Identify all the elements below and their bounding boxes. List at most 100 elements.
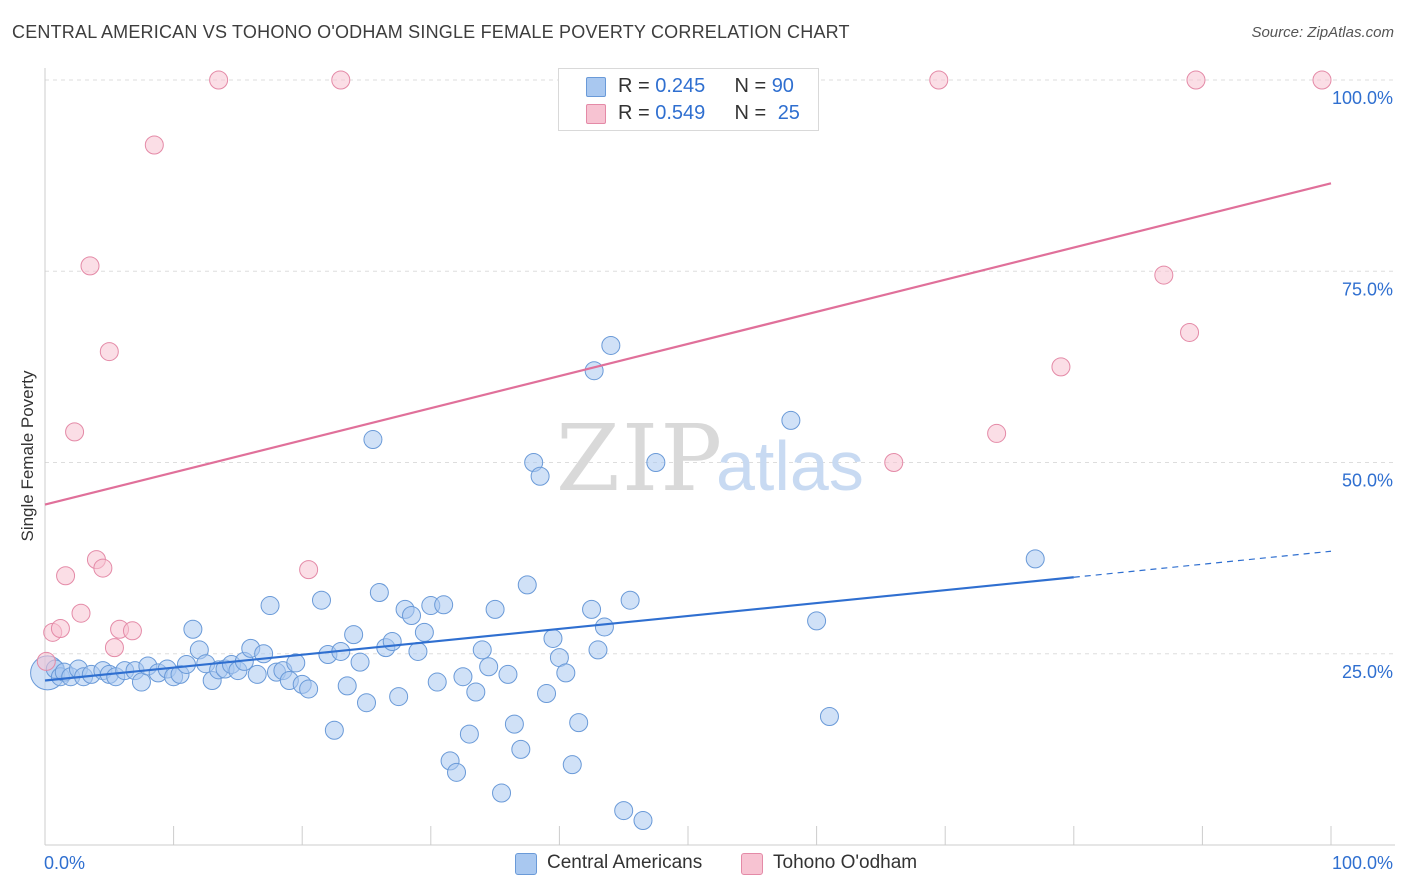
data-point xyxy=(498,664,518,684)
watermark-atlas: atlas xyxy=(716,427,864,505)
chart-title: CENTRAL AMERICAN VS TOHONO O'ODHAM SINGL… xyxy=(12,22,850,42)
data-point xyxy=(93,558,113,578)
data-point xyxy=(209,70,229,90)
data-point xyxy=(299,560,319,580)
x-tick-label: 100.0% xyxy=(1332,853,1393,873)
source-credit: Source: ZipAtlas.com xyxy=(1251,24,1394,41)
data-point xyxy=(588,640,608,660)
data-point xyxy=(369,583,389,603)
data-point xyxy=(324,720,344,740)
data-point xyxy=(1180,322,1200,342)
data-point xyxy=(331,70,351,90)
data-point xyxy=(504,714,524,734)
legend-n-value: 25 xyxy=(777,102,800,124)
series-central-americans xyxy=(30,335,1045,831)
series-tohono-oodham xyxy=(36,70,1332,671)
data-point xyxy=(50,619,70,639)
data-point xyxy=(517,575,537,595)
trend-line-central-americans-extension xyxy=(1073,550,1332,578)
data-point xyxy=(485,599,505,619)
data-point xyxy=(427,672,447,692)
y-axis-title: Single Female Poverty xyxy=(18,370,37,542)
data-point xyxy=(556,663,576,683)
data-point xyxy=(402,606,422,625)
data-point xyxy=(530,466,550,486)
data-point xyxy=(511,739,531,759)
legend-n-value: 90 xyxy=(771,75,794,97)
data-point xyxy=(414,622,434,642)
data-point xyxy=(286,653,306,673)
data-point xyxy=(459,724,479,744)
bottom-legend-label: Central Americans xyxy=(547,852,703,873)
data-point xyxy=(36,651,56,671)
data-point xyxy=(183,619,203,639)
data-point xyxy=(1186,70,1206,90)
data-point xyxy=(781,410,801,430)
data-point xyxy=(260,596,280,616)
bottom-legend-label: Tohono O'odham xyxy=(773,852,918,873)
data-point xyxy=(99,342,119,362)
data-point xyxy=(299,679,319,699)
y-tick-label: 25.0% xyxy=(1342,662,1393,682)
data-point xyxy=(492,783,512,803)
data-point xyxy=(357,693,376,713)
data-point xyxy=(453,667,473,687)
data-point xyxy=(633,811,653,831)
y-tick-label: 50.0% xyxy=(1342,471,1393,491)
data-point xyxy=(562,755,582,775)
trend-lines xyxy=(44,182,1332,682)
legend: R = 0.245 N = 90 R = 0.549 N = 25 xyxy=(558,68,819,131)
data-point xyxy=(65,422,85,442)
data-point xyxy=(382,632,402,652)
legend-n-label: N = xyxy=(734,75,772,97)
trend-line-central-americans xyxy=(44,576,1074,682)
data-point xyxy=(466,682,486,702)
data-point xyxy=(646,453,666,472)
data-point xyxy=(337,676,357,696)
data-point xyxy=(247,664,267,684)
data-point xyxy=(104,638,124,658)
data-point xyxy=(537,684,557,704)
data-point xyxy=(601,335,621,355)
y-tick-label: 100.0% xyxy=(1332,88,1393,108)
bottom-legend-swatch-pink xyxy=(741,853,763,875)
legend-r-label: R = xyxy=(618,75,656,97)
data-point xyxy=(819,706,839,726)
data-point xyxy=(408,641,428,661)
data-point xyxy=(122,621,142,641)
legend-r-label: R = xyxy=(618,102,656,124)
data-point xyxy=(614,801,634,821)
legend-swatch-pink xyxy=(586,104,606,124)
legend-r-value: 0.549 xyxy=(655,102,706,124)
data-point xyxy=(1025,549,1045,569)
data-point xyxy=(479,657,499,677)
data-point xyxy=(884,453,904,472)
legend-swatch-blue xyxy=(586,77,606,97)
data-point xyxy=(350,652,370,672)
trend-line-tohono-oodham xyxy=(44,182,1332,506)
data-point xyxy=(1312,70,1332,90)
data-point xyxy=(71,603,91,623)
data-point xyxy=(569,713,589,733)
data-point xyxy=(543,628,563,648)
data-point xyxy=(80,256,100,276)
data-point xyxy=(176,654,196,674)
data-point xyxy=(344,625,364,645)
legend-n-label: N = xyxy=(734,102,772,124)
data-point xyxy=(1154,265,1174,285)
data-point xyxy=(1051,357,1071,377)
data-point xyxy=(389,687,409,707)
data-point xyxy=(56,566,76,586)
data-point xyxy=(987,423,1007,443)
tick-labels: 25.0% 50.0% 75.0% 100.0% 0.0% 100.0% xyxy=(44,88,1393,873)
watermark-zip: ZIP xyxy=(556,405,724,512)
data-point xyxy=(434,595,454,615)
data-point xyxy=(807,611,827,631)
data-point xyxy=(472,640,492,660)
y-tick-label: 75.0% xyxy=(1342,279,1393,299)
data-point xyxy=(447,762,467,782)
x-tick-label: 0.0% xyxy=(44,853,85,873)
data-point xyxy=(363,430,383,450)
data-point xyxy=(929,70,949,90)
